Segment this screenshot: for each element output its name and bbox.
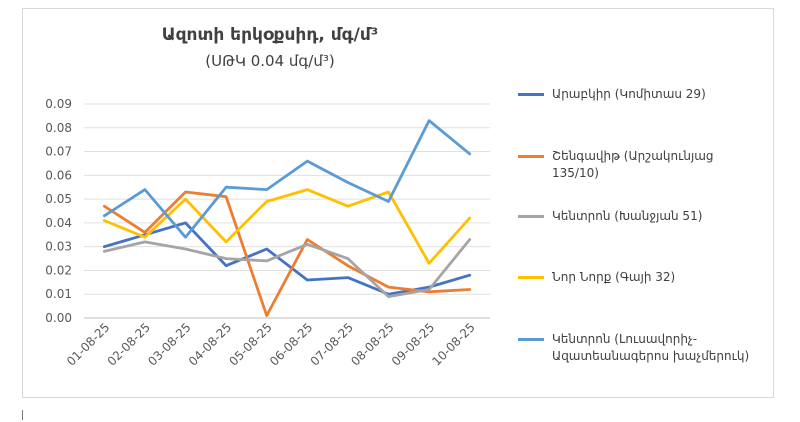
legend-label: Նոր Նորք (Գայի 32)	[552, 270, 676, 284]
legend-label: Շենգավիթ (Արշակունյաց 135/10)	[552, 149, 714, 180]
legend-item: Կենտրոն (Լուսավորիչ-Ազատեանագերոս խաչմեր…	[518, 331, 762, 365]
legend-label: Կենտրոն (Խանջյան 51)	[552, 209, 703, 223]
legend-swatch	[518, 155, 544, 158]
legend-item: Նոր Նորք (Գայի 32)	[518, 269, 762, 286]
chart-subtitle: (ՍԹԿ 0.04 մգ/մ³)	[205, 52, 335, 70]
legend-label: Կենտրոն (Լուսավորիչ-Ազատեանագերոս խաչմեր…	[552, 332, 750, 363]
x-tick-label: 10-08-25	[429, 320, 477, 368]
y-tick-label: 0.01	[45, 287, 72, 301]
x-tick-label: 03-08-25	[145, 320, 193, 368]
y-tick-label: 0.04	[45, 216, 72, 230]
y-tick-label: 0.00	[45, 311, 72, 325]
series-line-4	[102, 188, 472, 265]
legend-swatch	[518, 338, 544, 341]
x-tick-label: 07-08-25	[308, 320, 356, 368]
chart-title: Ազոտի երկօքսիդ, մգ/մ³	[161, 25, 379, 45]
text-cursor	[22, 410, 23, 420]
legend-swatch	[518, 93, 544, 96]
x-tick-label: 06-08-25	[267, 320, 315, 368]
y-tick-label: 0.08	[45, 121, 72, 135]
y-tick-label: 0.06	[45, 168, 72, 182]
x-tick-label: 02-08-25	[105, 320, 153, 368]
y-tick-label: 0.09	[45, 97, 72, 111]
y-tick-label: 0.07	[45, 145, 72, 159]
legend-item: Արաբկիր (Կոմիտաս 29)	[518, 86, 762, 103]
x-tick-label: 04-08-25	[186, 320, 234, 368]
legend-swatch	[518, 276, 544, 279]
x-tick-label: 05-08-25	[226, 320, 274, 368]
y-tick-label: 0.05	[45, 192, 72, 206]
x-tick-label: 08-08-25	[348, 320, 396, 368]
legend-label: Արաբկիր (Կոմիտաս 29)	[552, 87, 706, 101]
y-tick-label: 0.02	[45, 263, 72, 277]
legend-item: Շենգավիթ (Արշակունյաց 135/10)	[518, 148, 762, 182]
y-tick-label: 0.03	[45, 240, 72, 254]
series-line-1	[102, 221, 472, 296]
x-tick-label: 01-08-25	[64, 320, 112, 368]
series-line-5	[102, 119, 472, 239]
legend-swatch	[518, 215, 544, 218]
chart-frame	[22, 8, 774, 398]
legend-item: Կենտրոն (Խանջյան 51)	[518, 208, 762, 225]
x-tick-label: 09-08-25	[389, 320, 437, 368]
series-line-3	[102, 238, 472, 299]
